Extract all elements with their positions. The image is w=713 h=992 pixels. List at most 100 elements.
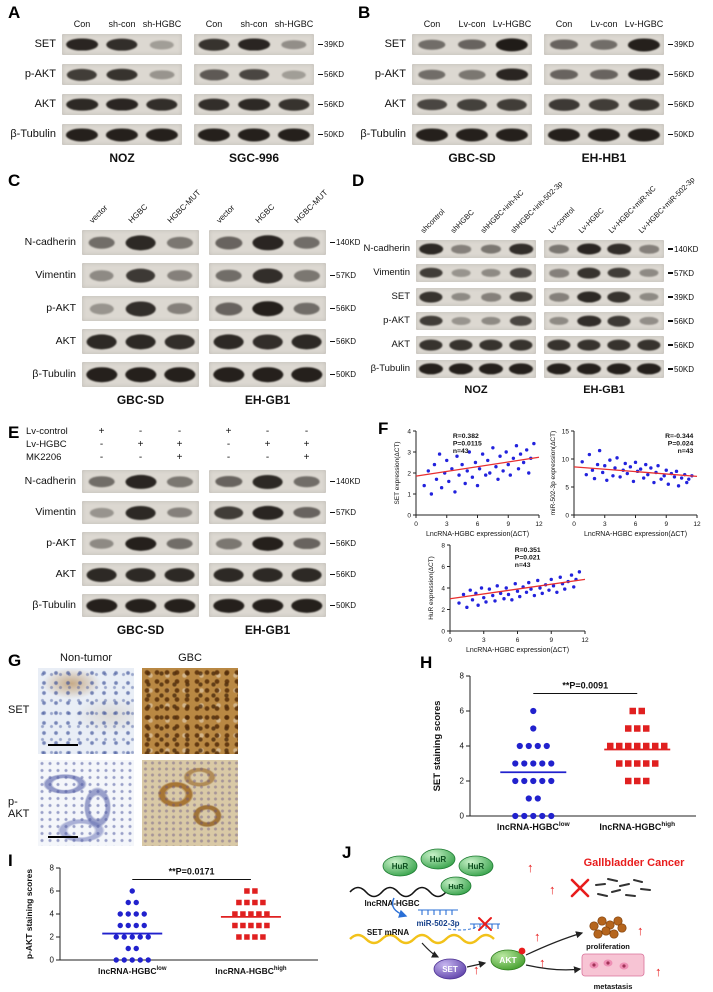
marker-text: 39KD — [674, 292, 695, 302]
score-square — [252, 888, 258, 894]
marker-label: 56KD — [668, 64, 694, 85]
score-dot — [121, 934, 127, 940]
y-tick-label: 15 — [562, 428, 570, 435]
y-tick-label: 8 — [460, 672, 465, 681]
score-square — [240, 911, 246, 917]
protein-label: SET — [384, 38, 406, 50]
blot-strip — [62, 124, 182, 145]
data-point — [484, 600, 488, 604]
protein-band — [125, 505, 156, 520]
protein-band — [293, 302, 320, 315]
group-caption: NOZ — [464, 384, 488, 396]
blot-strip — [194, 124, 314, 145]
score-dot — [530, 760, 537, 767]
data-point — [480, 452, 485, 456]
data-point — [666, 482, 670, 486]
group-caption: EH-HB1 — [581, 151, 627, 165]
blocked-binding-x-icon — [478, 917, 492, 931]
marker-tick — [668, 248, 673, 250]
treatment-name: Lv-HGBC — [26, 439, 67, 450]
blot-strip — [62, 94, 182, 115]
score-square — [633, 725, 641, 732]
treatment-sign: + — [176, 439, 183, 450]
blot-strip — [82, 532, 199, 555]
treatment-sign: - — [226, 452, 231, 463]
protein-label: AKT — [34, 98, 56, 110]
data-point — [529, 587, 533, 591]
treatment-sign: + — [225, 426, 232, 437]
data-point — [611, 474, 615, 478]
blot-strip — [194, 34, 314, 55]
hur-label: HuR — [392, 862, 409, 871]
blot-strip — [544, 240, 664, 258]
row-label-pakt: p-AKT — [8, 796, 30, 820]
protein-band — [627, 127, 661, 142]
data-point — [538, 586, 542, 590]
protein-band — [166, 507, 193, 518]
group-label: lncRNA-HGBChigh — [215, 966, 287, 976]
protein-band — [456, 98, 488, 111]
marker-label: 50KD — [668, 360, 694, 378]
akt-label: AKT — [499, 955, 517, 965]
marker-text: 50KD — [336, 370, 357, 379]
blot-strip — [194, 94, 314, 115]
protein-band — [86, 567, 117, 582]
panel-F: F 0 3 6 9 12 0 1 2 3 4 R=0.382 P=0.0115 n=43 LncRNA-H… — [352, 420, 710, 658]
protein-band — [106, 68, 138, 81]
blot-strip — [209, 470, 326, 493]
protein-band — [214, 475, 243, 488]
protein-band — [251, 300, 284, 317]
blot-strip — [544, 34, 664, 55]
set-label: SET — [442, 965, 458, 974]
correlation-annotation: P=0.021 — [515, 555, 541, 562]
protein-band — [166, 537, 193, 550]
x-axis-label: LncRNA-HGBC expression(ΔCT) — [584, 531, 687, 538]
data-point — [646, 472, 650, 477]
y-tick-label: 4 — [460, 742, 465, 751]
data-point — [633, 460, 638, 465]
marker-tick — [330, 542, 335, 545]
score-dot — [141, 922, 147, 929]
score-square — [236, 934, 242, 940]
protein-band — [214, 236, 243, 249]
y-tick-label: 0 — [50, 956, 55, 965]
score-square — [244, 888, 250, 894]
protein-band — [419, 339, 443, 351]
data-point — [445, 458, 449, 463]
marker-label: 39KD — [668, 288, 694, 306]
protein-band — [419, 243, 443, 255]
score-square — [606, 742, 614, 750]
protein-band — [163, 366, 196, 383]
marker-text: 140KD — [336, 477, 361, 486]
protein-band — [166, 302, 193, 315]
lane-label: Lv-control — [546, 205, 577, 235]
panel-label-J: J — [342, 843, 352, 862]
protein-band — [88, 236, 115, 249]
protein-label: AKT — [55, 568, 76, 580]
blot-strip — [82, 329, 199, 354]
y-tick-label: 2 — [441, 607, 445, 614]
protein-band — [292, 506, 321, 519]
x-tick-label: 6 — [634, 521, 638, 528]
protein-band — [639, 244, 659, 254]
ihc-image-pakt-gbc — [142, 760, 238, 846]
protein-band — [164, 567, 195, 582]
score-square — [260, 899, 266, 906]
blot-strip — [416, 360, 536, 378]
protein-label: AKT — [55, 335, 76, 347]
marker-tick — [668, 43, 673, 46]
data-point — [527, 580, 531, 585]
data-point — [603, 464, 607, 468]
panel-label-I: I — [8, 851, 13, 870]
blot-strip — [416, 336, 536, 354]
treatment-name: Lv-control — [26, 426, 68, 437]
protein-band — [198, 38, 230, 51]
lane-label: HGBC — [126, 202, 150, 225]
marker-tick — [668, 272, 673, 274]
panel-label-C: C — [8, 171, 21, 190]
treatment-name: MK2206 — [26, 452, 62, 463]
marker-tick — [668, 296, 673, 298]
data-point — [457, 601, 461, 605]
